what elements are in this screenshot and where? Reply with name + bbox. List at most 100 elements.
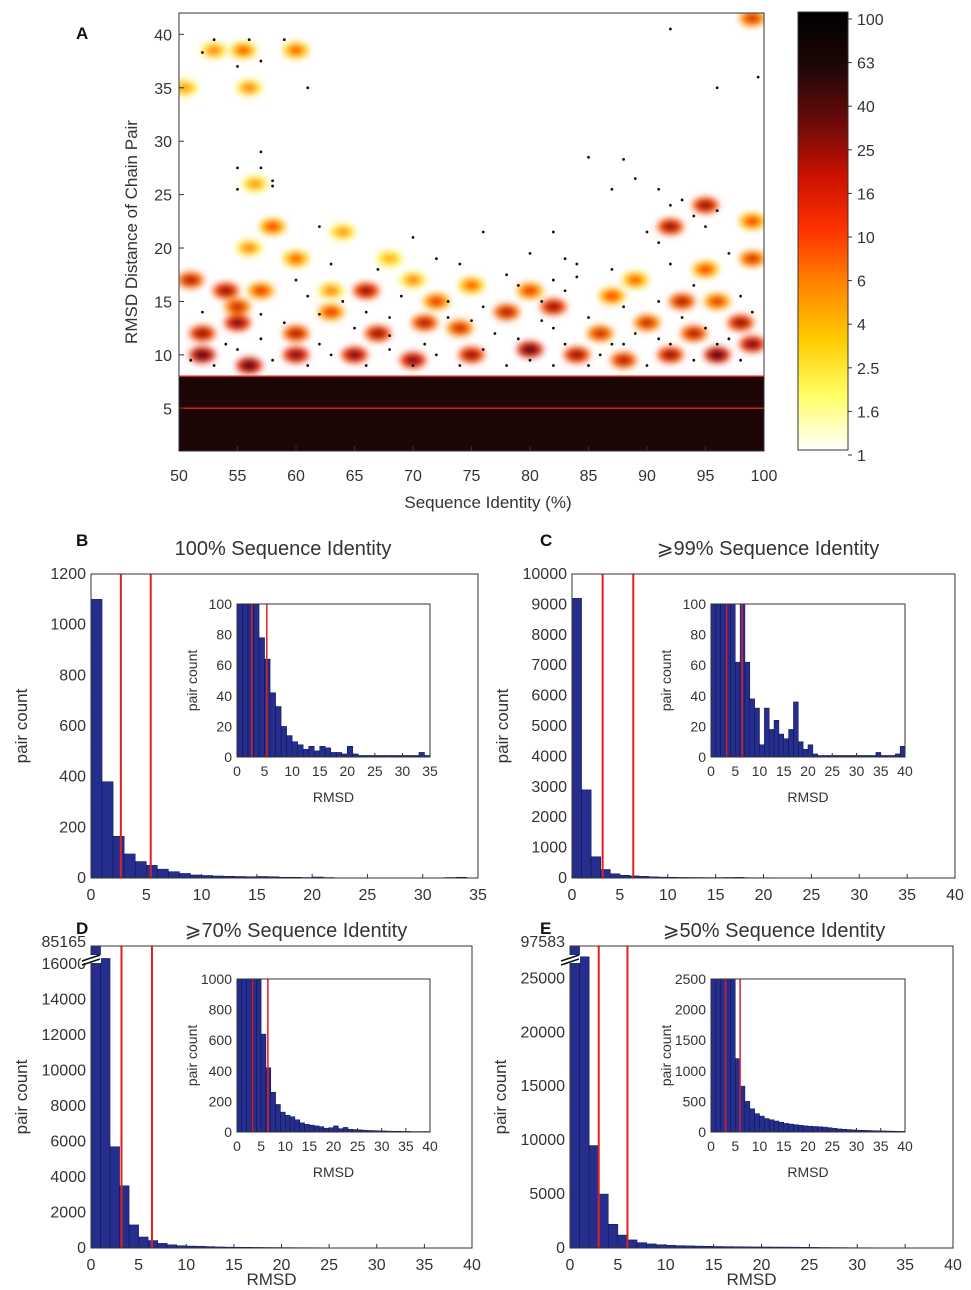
inset-y-tick-label: 400: [209, 1063, 233, 1079]
y-axis-title: pair count: [12, 1059, 31, 1134]
heatmap-hotspot: [685, 328, 702, 339]
y-tick-label: 8000: [50, 1098, 86, 1115]
colorbar-ticks: 100 63 40 25 16 10 6 4 2.5 1.6 1: [848, 12, 884, 465]
inset-histogram-bar: [764, 707, 770, 758]
x-tick-label: 25: [802, 887, 820, 904]
inset-x-tick-label: 0: [233, 763, 241, 779]
y-tick-label: 7000: [531, 657, 567, 674]
heatmap-hotspot: [463, 280, 480, 291]
y-tick-label: 400: [59, 769, 86, 786]
heatmap-hotspot: [247, 178, 264, 189]
histogram-panel-d: 0 5 10 15 20 25 30 35 40020004000600080001000012…: [12, 920, 481, 1289]
heatmap-hotspot: [451, 323, 468, 334]
inset-y-tick-label: 60: [690, 657, 706, 673]
heatmap-hotspot: [229, 301, 246, 312]
x-tick-label: 40: [946, 887, 964, 904]
inset-x-tick-label: 40: [422, 1138, 438, 1154]
inset-histogram-bar: [832, 1128, 838, 1133]
x-tick-label: 40: [463, 1257, 481, 1274]
heatmap-hotspot: [241, 82, 258, 93]
inset-x-axis-title: RMSD: [313, 789, 354, 805]
heatmap-density-blobs: [179, 13, 764, 374]
inset-histogram-bar: [875, 752, 882, 758]
heatmap-point: [388, 334, 391, 338]
heatmap-point: [318, 312, 321, 316]
heatmap-hotspot: [615, 355, 632, 366]
inset-histogram: 0 5 10 15 20 25 30 35 4002004006008001000RMSDpai…: [184, 971, 438, 1180]
inset-histogram-bar: [275, 706, 282, 758]
inset-histogram-bar: [807, 744, 814, 758]
inset-histogram-bar: [270, 1091, 276, 1133]
inset-y-axis-title: pair count: [658, 1025, 674, 1087]
heatmap-point: [435, 353, 438, 357]
heatmap-point: [493, 332, 497, 335]
y-tick-label: 4000: [531, 748, 567, 765]
inset-x-tick-label: 25: [367, 763, 383, 779]
heatmap-point: [411, 235, 415, 239]
heatmap-point: [236, 348, 239, 351]
heatmap-point: [271, 184, 274, 188]
heatmap-hotspot: [405, 355, 421, 366]
inset-histogram-bar: [822, 1126, 828, 1133]
x-tick-label: 20: [753, 1257, 771, 1274]
heatmap-point: [423, 342, 427, 346]
heatmap-point: [201, 51, 204, 54]
inset-y-tick-label: 80: [690, 627, 706, 643]
colorbar-tick-label: 10: [857, 230, 875, 247]
heatmap-hotspot: [241, 243, 258, 254]
x-tick-label: 30: [848, 1257, 866, 1274]
heatmap-hotspot: [744, 216, 761, 227]
y-axis-title: pair count: [493, 688, 512, 763]
heatmap-point: [318, 225, 321, 229]
inset-histogram-bar: [773, 1120, 780, 1133]
heatmap-point: [692, 358, 696, 362]
heatmap-hotspot: [323, 307, 340, 318]
heatmap-reference-lines: [179, 375, 764, 410]
inset-x-tick-label: 5: [731, 763, 739, 779]
inset-histogram-bar: [783, 1123, 789, 1133]
histogram-bar: [112, 835, 125, 879]
heatmap-hotspot: [358, 285, 375, 296]
heatmap-point: [516, 284, 520, 287]
y-tick-label: 20000: [521, 1024, 566, 1041]
y-tick-label: 6000: [50, 1133, 86, 1150]
heatmap-x-tick-label: 55: [229, 468, 247, 485]
inset-histogram-bar: [280, 726, 287, 758]
inset-y-tick-label: 60: [216, 657, 232, 673]
heatmap-point: [587, 364, 590, 367]
heatmap-point: [329, 353, 333, 357]
heatmap-point: [633, 177, 637, 180]
heatmap-hotspot: [522, 344, 538, 355]
y-tick-label: 15000: [521, 1078, 566, 1095]
y-tick-label: 200: [59, 819, 86, 836]
heatmap-hotspot: [288, 349, 304, 360]
inset-histogram-bar: [793, 1124, 799, 1133]
heatmap-hotspot: [709, 296, 726, 307]
histogram-bar: [128, 1224, 139, 1249]
inset-histogram-bar: [768, 729, 775, 758]
histogram-bar: [157, 1243, 168, 1249]
heatmap-point: [657, 337, 661, 341]
inset-y-tick-label: 1000: [675, 1063, 706, 1079]
histogram-bar: [608, 1224, 619, 1249]
inset-histogram-bar: [798, 741, 804, 758]
inset-x-tick-label: 0: [707, 763, 715, 779]
inset-histogram-bar: [260, 1033, 267, 1133]
inset-y-tick-label: 0: [698, 749, 706, 765]
inset-histogram-bar: [715, 603, 721, 758]
heatmap-hotspot: [288, 45, 304, 56]
heatmap-hotspot: [428, 296, 445, 307]
heatmap-point: [563, 289, 567, 293]
histogram-panel-b: 0 5 10 15 20 25 30 35020040060080010001200100% …: [12, 538, 487, 904]
heatmap-hotspot: [217, 285, 234, 296]
heatmap-point: [388, 348, 391, 351]
heatmap-y-ticks: 5 10 15 20 25 30 35 40: [154, 27, 184, 418]
colorbar-tick-label: 40: [857, 99, 875, 116]
inset-histogram-bar: [324, 747, 331, 758]
heatmap-point: [727, 251, 731, 255]
inset-y-tick-label: 0: [224, 1124, 232, 1140]
histogram-bar: [610, 873, 621, 879]
heatmap-hotspot: [732, 317, 749, 328]
heatmap-point: [552, 230, 555, 234]
